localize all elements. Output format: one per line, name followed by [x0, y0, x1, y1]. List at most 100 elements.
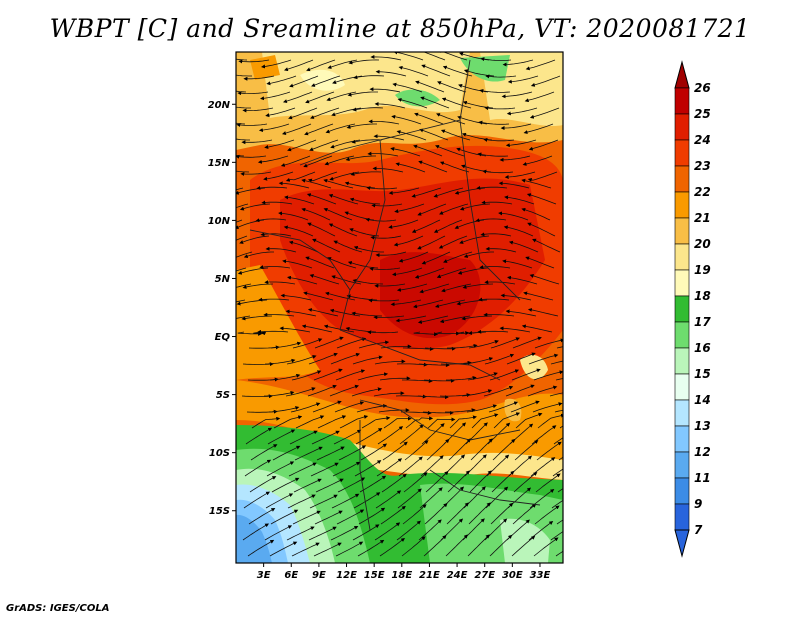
streamline: [424, 503, 448, 525]
streamline: [380, 505, 406, 525]
streamline: [375, 251, 407, 258]
longitude-axis: 3E 6E 9E 12E 15E 18E 21E 24E 27E 30E 33E: [257, 563, 551, 581]
streamline: [288, 462, 317, 477]
streamline: [308, 352, 338, 365]
streamline: [352, 355, 383, 365]
streamline: [417, 315, 449, 324]
streamline: [507, 75, 539, 84]
streamline: [498, 181, 530, 189]
streamline: [488, 401, 519, 413]
streamline: [347, 91, 378, 97]
streamline: [524, 91, 555, 103]
streamline: [312, 238, 341, 253]
map-frame: [235, 51, 564, 564]
streamline: [292, 338, 323, 349]
streamline: [361, 416, 391, 429]
streamline: [374, 359, 406, 365]
streamline: [414, 112, 444, 125]
streamline: [425, 471, 449, 493]
streamline: [328, 223, 358, 237]
streamline: [549, 392, 563, 397]
streamline: [278, 181, 310, 189]
colorbar-label: 7: [694, 523, 703, 537]
streamline: [352, 524, 380, 541]
streamline: [506, 352, 536, 365]
streamline: [244, 459, 272, 477]
streamline: [257, 155, 289, 164]
streamline: [476, 185, 508, 190]
streamline: [315, 478, 344, 493]
streamline: [481, 200, 513, 205]
streamline: [247, 539, 275, 557]
streamline: [271, 477, 300, 493]
streamline: [280, 293, 312, 301]
streamline: [448, 438, 471, 461]
streamline: [325, 291, 356, 301]
streamline: [462, 357, 494, 365]
streamline: [377, 426, 404, 445]
streamline: [351, 139, 383, 144]
streamline: [314, 510, 343, 525]
streamline: [323, 178, 354, 189]
streamline: [250, 444, 278, 461]
streamline: [311, 430, 340, 445]
streamline: [243, 491, 271, 509]
colorbar-swatch: [674, 399, 690, 427]
colorbar-swatch: [674, 269, 690, 297]
streamline: [239, 235, 270, 244]
lat-tick-label: 10S: [209, 448, 230, 459]
streamline: [510, 400, 540, 413]
colorbar-label: 9: [694, 497, 702, 511]
streamline: [236, 235, 248, 241]
streamline: [463, 251, 494, 258]
streamline: [467, 534, 490, 557]
streamline: [536, 441, 562, 461]
streamline: [325, 123, 356, 134]
streamline: [379, 376, 411, 381]
streamline: [526, 193, 557, 205]
streamline: [513, 471, 538, 493]
streamline: [291, 542, 320, 557]
streamline: [504, 171, 536, 179]
streamline: [368, 298, 400, 303]
colorbar-swatch: [674, 191, 690, 219]
streamline: [411, 187, 442, 198]
streamline: [303, 291, 334, 301]
streamline: [241, 394, 273, 399]
streamline: [507, 275, 538, 285]
streamline: [307, 384, 337, 397]
streamline: [365, 217, 397, 222]
streamline: [506, 107, 538, 116]
streamline: [477, 152, 509, 157]
streamline: [251, 416, 281, 429]
streamline: [331, 275, 362, 285]
colorbar-swatch: [674, 503, 690, 531]
streamline: [483, 137, 515, 142]
streamline: [301, 324, 333, 333]
streamline: [485, 246, 517, 253]
colorbar-swatch: [674, 217, 690, 245]
streamline: [418, 363, 450, 368]
streamline: [236, 299, 246, 303]
streamline: [255, 218, 287, 223]
streamline: [398, 65, 429, 77]
streamline: [303, 155, 333, 168]
streamline: [280, 155, 311, 167]
streamline: [555, 378, 563, 381]
streamline: [268, 406, 300, 413]
streamline: [482, 169, 514, 174]
streamline: [381, 473, 407, 493]
streamline: [350, 171, 382, 176]
streamline: [306, 59, 336, 72]
streamline: [401, 536, 426, 557]
streamline: [369, 266, 401, 271]
lat-tick-label: 5N: [215, 274, 231, 285]
streamline: [395, 162, 426, 173]
streamline: [284, 195, 315, 205]
streamline: [371, 203, 403, 208]
streamline: [370, 235, 402, 240]
streamline: [559, 425, 563, 429]
streamline: [236, 203, 249, 209]
streamline: [304, 123, 334, 136]
streamline: [266, 461, 295, 477]
